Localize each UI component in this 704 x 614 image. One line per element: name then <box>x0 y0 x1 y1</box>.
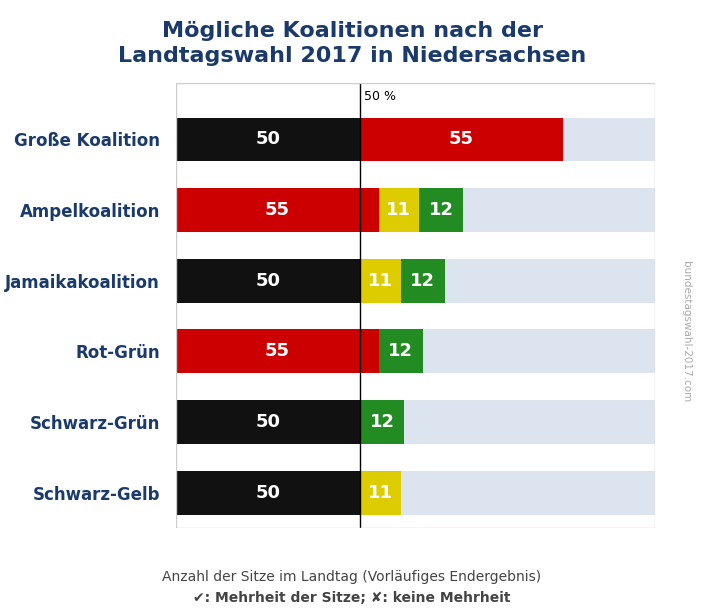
Text: 50: 50 <box>256 484 281 502</box>
Text: 55: 55 <box>265 343 290 360</box>
Bar <box>176 400 655 444</box>
Bar <box>176 117 360 161</box>
Text: ✔: Mehrheit der Sitze; ✘: keine Mehrheit: ✔: Mehrheit der Sitze; ✘: keine Mehrheit <box>194 591 510 605</box>
Text: 50: 50 <box>256 272 281 290</box>
Bar <box>176 400 360 444</box>
Bar <box>379 330 422 373</box>
Bar <box>176 188 655 232</box>
Text: bundestagswahl-2017.com: bundestagswahl-2017.com <box>681 261 691 402</box>
Text: 12: 12 <box>429 201 453 219</box>
Bar <box>176 117 655 161</box>
Text: Anzahl der Sitze im Landtag (Vorläufiges Endergebnis): Anzahl der Sitze im Landtag (Vorläufiges… <box>163 570 541 584</box>
Bar <box>176 330 655 373</box>
Bar <box>176 259 360 303</box>
Bar <box>401 259 445 303</box>
Text: Mögliche Koalitionen nach der
Landtagswahl 2017 in Niedersachsen: Mögliche Koalitionen nach der Landtagswa… <box>118 21 586 66</box>
Bar <box>419 188 463 232</box>
Bar <box>360 400 404 444</box>
Bar <box>176 188 379 232</box>
Text: 50: 50 <box>256 130 281 149</box>
Bar <box>360 117 562 161</box>
Text: 50 %: 50 % <box>364 90 396 103</box>
Bar <box>379 188 419 232</box>
Text: 55: 55 <box>449 130 474 149</box>
Text: 12: 12 <box>370 413 395 431</box>
Bar <box>176 471 655 515</box>
Bar <box>360 471 401 515</box>
Text: 11: 11 <box>368 484 393 502</box>
Text: 12: 12 <box>388 343 413 360</box>
Bar <box>360 259 401 303</box>
Text: 12: 12 <box>410 272 435 290</box>
Text: 11: 11 <box>386 201 411 219</box>
Text: 55: 55 <box>265 201 290 219</box>
Bar <box>176 83 655 528</box>
Text: 50: 50 <box>256 413 281 431</box>
Text: 11: 11 <box>368 272 393 290</box>
Bar <box>176 471 360 515</box>
Bar <box>176 259 655 303</box>
Bar <box>176 330 379 373</box>
